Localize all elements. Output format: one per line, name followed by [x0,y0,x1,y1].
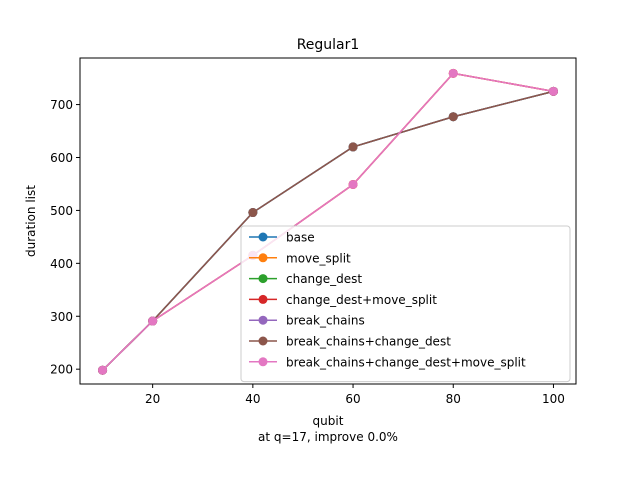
data-point [248,208,258,218]
legend: base move_split change_dest change_dest+mov… [240,225,571,383]
legend-entry: move_split [249,251,351,265]
legend-marker [258,274,268,284]
y-tick-label: 200 [50,363,73,377]
legend-marker [258,336,268,346]
y-tick-label: 400 [50,257,73,271]
series-line [102,72,554,371]
legend-entry: change_dest+move_split [249,293,437,307]
x-axis-caption: at q=17, improve 0.0% [258,430,398,444]
x-tick-label: 60 [345,392,360,406]
x-tick-label: 100 [542,392,565,406]
legend-entry: break_chains+change_dest [249,335,451,349]
x-tick-label: 20 [145,392,160,406]
legend-entry: base [249,231,315,245]
legend-label: break_chains+change_dest+move_split [286,355,526,369]
legend-label: break_chains+change_dest [286,335,451,349]
data-point [548,86,558,96]
y-tick-label: 500 [50,204,73,218]
legend-marker [258,294,268,304]
x-tick-label: 80 [446,392,461,406]
legend-marker [258,357,268,367]
data-point [98,365,108,375]
legend-label: base [286,231,315,245]
data-point [348,179,358,189]
y-axis-label: duration list [24,185,38,257]
y-tick-label: 700 [50,98,73,112]
data-point [348,142,358,152]
data-point [148,316,158,326]
legend-marker [258,232,268,242]
legend-label: break_chains [286,314,365,328]
legend-box [240,225,571,383]
y-tick-label: 300 [50,310,73,324]
y-tick-label: 600 [50,151,73,165]
legend-label: move_split [286,251,351,265]
legend-entry: break_chains+change_dest+move_split [249,355,526,369]
legend-entry: change_dest [249,272,362,286]
legend-entry: break_chains [249,314,365,328]
chart-title: Regular1 [297,37,360,53]
axes: 20 40 60 80 100 200 300 400 500 600 700 [50,57,577,406]
legend-label: change_dest+move_split [286,293,437,307]
data-point [448,68,458,78]
x-tick-label: 40 [245,392,260,406]
legend-label: change_dest [286,272,362,286]
axes-frame [79,57,577,385]
data-point [448,112,458,122]
legend-marker [258,253,268,263]
x-axis-label: qubit [313,414,344,428]
legend-marker [258,315,268,325]
